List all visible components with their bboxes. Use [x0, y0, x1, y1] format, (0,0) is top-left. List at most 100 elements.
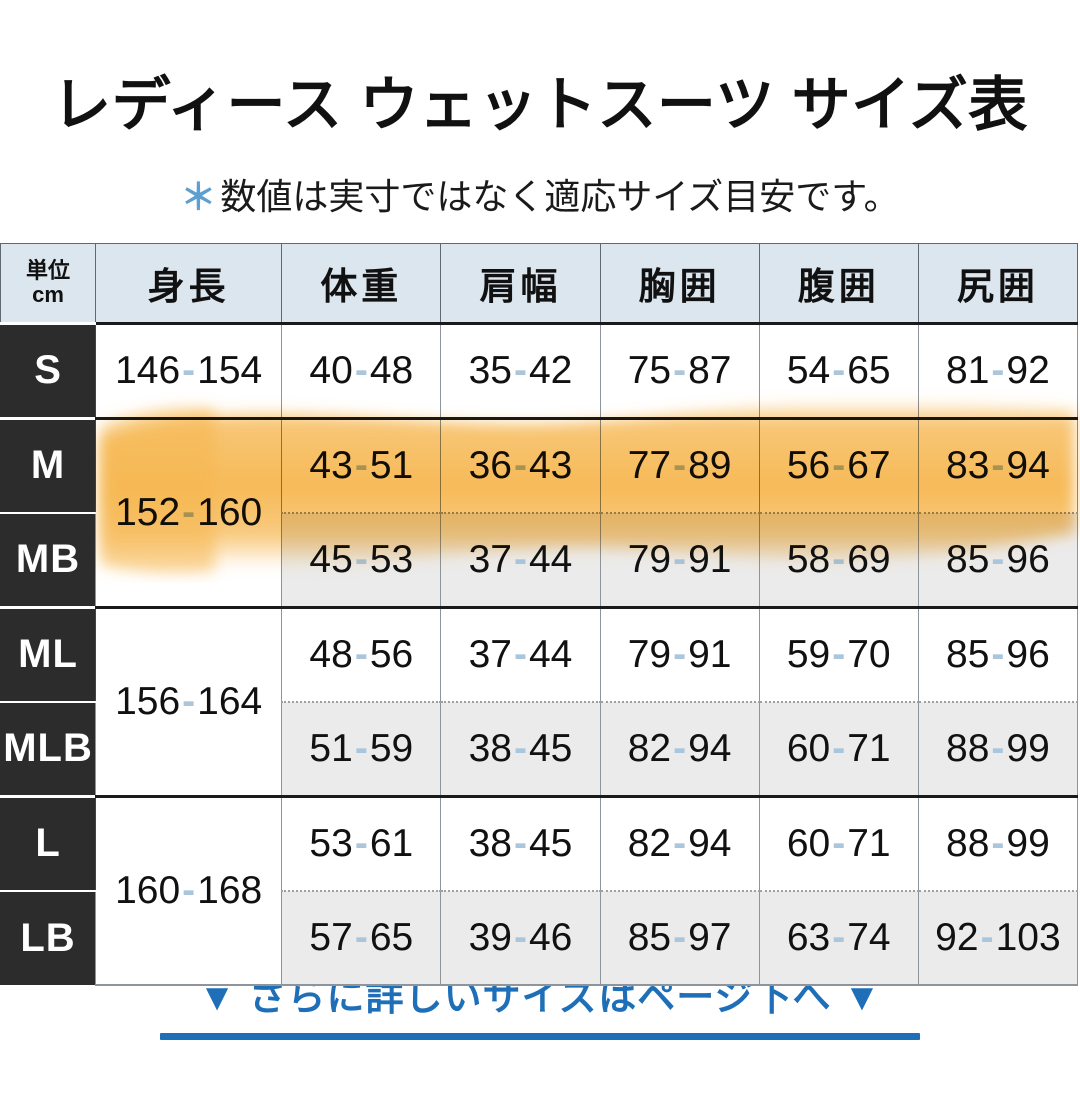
range-max: 65	[847, 348, 891, 392]
range-max: 67	[847, 443, 891, 487]
unit-label-line1: 単位	[26, 258, 71, 284]
range-min: 82	[627, 821, 672, 865]
range-max: 99	[1006, 726, 1050, 770]
range-min: 85	[946, 537, 990, 581]
range-min: 57	[309, 915, 353, 959]
size-chart-page: レディース ウェットスーツ サイズ表 ＊数値は実寸ではなく適応サイズ目安です。 …	[0, 40, 1080, 1107]
cell-waist: 60-71	[758, 700, 919, 798]
range-min: 88	[946, 726, 990, 770]
range-min: 146	[115, 348, 181, 392]
range-max: 154	[197, 348, 263, 392]
size-label-ml: ML	[0, 605, 97, 702]
range-max: 43	[528, 443, 573, 487]
range-max: 87	[688, 348, 732, 392]
range-min: 85	[946, 632, 990, 676]
range-min: 51	[309, 726, 353, 770]
range-min: 37	[468, 632, 512, 676]
range-min: 38	[468, 821, 512, 865]
range-separator: -	[513, 821, 527, 865]
table-row: ML 156-164 48-56 37-44 79-91 59-70 85-96	[0, 605, 1079, 798]
footer-callout[interactable]: ▼ さらに詳しいサイズはページ下へ ▼	[0, 977, 1080, 1041]
size-label-s: S	[0, 321, 97, 419]
subtitle-text: 数値は実寸ではなく適応サイズ目安です。	[220, 175, 900, 217]
range-max: 71	[847, 821, 891, 865]
size-table: 単位 cm 身長 体重 肩幅 胸囲 腹囲 尻囲 S 146-154 40-48 35-…	[0, 242, 1079, 986]
range-separator: -	[182, 868, 196, 912]
range-max: 61	[369, 821, 414, 865]
range-max: 160	[197, 490, 263, 534]
cell-hip: 88-99	[917, 700, 1079, 798]
range-separator: -	[354, 726, 368, 770]
range-separator: -	[673, 632, 687, 676]
range-min: 60	[786, 821, 831, 865]
cell-weight: 45-53	[281, 511, 442, 609]
range-min: 152	[115, 490, 181, 534]
range-min: 58	[786, 537, 831, 581]
range-min: 59	[786, 632, 831, 676]
range-separator: -	[354, 348, 368, 392]
cell-shoulder: 37-44	[440, 605, 601, 702]
range-max: 42	[528, 348, 573, 392]
range-min: 40	[309, 348, 353, 392]
cell-weight: 57-65	[281, 889, 442, 986]
range-min: 35	[468, 348, 512, 392]
range-separator: -	[991, 632, 1005, 676]
range-max: 71	[847, 726, 891, 770]
range-min: 63	[786, 915, 831, 959]
range-min: 38	[468, 726, 512, 770]
range-separator: -	[673, 443, 687, 487]
cell-height: 160-168	[95, 794, 283, 986]
page-title: レディース ウェットスーツ サイズ表	[52, 71, 1028, 138]
cell-waist: 59-70	[758, 605, 919, 702]
range-min: 39	[468, 915, 512, 959]
range-max: 45	[528, 726, 573, 770]
cell-height: 156-164	[95, 605, 283, 798]
table-header-row: 単位 cm 身長 体重 肩幅 胸囲 腹囲 尻囲	[0, 242, 1079, 324]
range-min: 53	[309, 821, 353, 865]
range-max: 74	[847, 915, 891, 959]
range-separator: -	[182, 679, 196, 723]
table-row: S 146-154 40-48 35-42 75-87 54-65 81-92	[0, 321, 1079, 420]
cell-hip: 83-94	[917, 416, 1079, 513]
range-min: 54	[786, 348, 831, 392]
range-separator: -	[354, 632, 368, 676]
cell-waist: 58-69	[758, 511, 919, 609]
range-max: 70	[847, 632, 891, 676]
range-separator: -	[673, 348, 687, 392]
range-min: 156	[115, 679, 181, 723]
range-max: 45	[528, 821, 573, 865]
range-max: 97	[688, 915, 732, 959]
cell-shoulder: 39-46	[440, 889, 601, 986]
range-min: 81	[946, 348, 990, 392]
cell-weight: 51-59	[281, 700, 442, 798]
range-separator: -	[991, 348, 1005, 392]
range-min: 85	[627, 915, 672, 959]
cell-weight: 48-56	[281, 605, 442, 702]
cell-weight: 53-61	[281, 794, 442, 891]
range-separator: -	[832, 443, 846, 487]
size-table-container: 単位 cm 身長 体重 肩幅 胸囲 腹囲 尻囲 S 146-154 40-48 35-…	[0, 242, 1080, 986]
range-max: 168	[197, 868, 263, 912]
range-max: 56	[369, 632, 414, 676]
cell-chest: 82-94	[599, 700, 760, 798]
cell-chest: 82-94	[599, 794, 760, 891]
table-row: M 152-160 43-51 36-43 77-89 56-67 83-94	[0, 416, 1079, 609]
range-separator: -	[832, 537, 846, 581]
cell-shoulder: 35-42	[440, 321, 601, 420]
range-min: 75	[627, 348, 672, 392]
cell-height: 146-154	[95, 321, 283, 420]
range-separator: -	[991, 821, 1005, 865]
range-min: 48	[309, 632, 353, 676]
range-min: 92	[935, 915, 979, 959]
unit-label-line2: cm	[32, 281, 64, 307]
range-min: 56	[786, 443, 831, 487]
range-max: 94	[688, 821, 732, 865]
range-max: 91	[688, 632, 732, 676]
cell-hip: 92-103	[917, 889, 1079, 986]
table-row: LB 57-65 39-46 85-97 63-74 92-103	[0, 889, 1079, 986]
range-min: 79	[627, 632, 672, 676]
range-max: 89	[688, 443, 732, 487]
cell-waist: 60-71	[758, 794, 919, 891]
range-separator: -	[832, 632, 846, 676]
cell-waist: 56-67	[758, 416, 919, 513]
